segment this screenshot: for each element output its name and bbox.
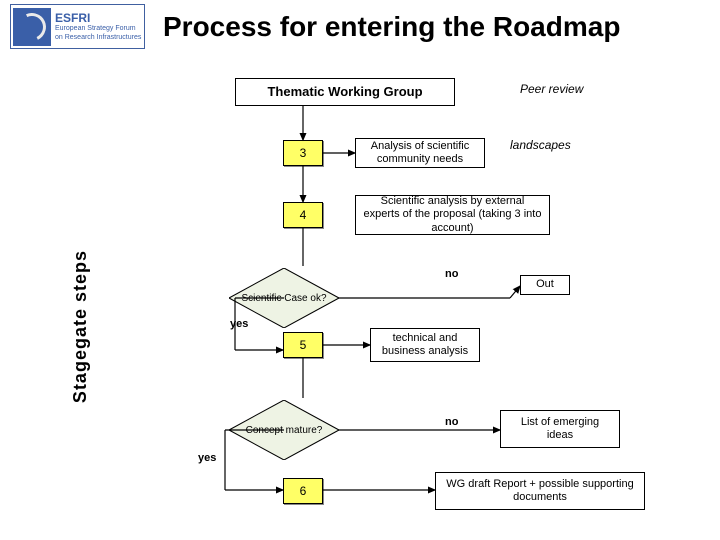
box-wg-report: WG draft Report + possible supporting do… <box>435 472 645 510</box>
logo-icon <box>13 8 51 46</box>
step-6: 6 <box>283 478 323 504</box>
label-no: no <box>445 416 458 428</box>
step-5: 5 <box>283 332 323 358</box>
diamond-concept-mature-label: Concept mature? <box>229 400 339 460</box>
label-peer-review: Peer review <box>520 82 583 96</box>
label-landscapes: landscapes <box>510 138 571 152</box>
label-no: no <box>445 268 458 280</box>
box-scientific-analysis: Scientific analysis by external experts … <box>355 195 550 235</box>
step-3: 3 <box>283 140 323 166</box>
logo-acronym: ESFRI <box>55 12 141 24</box>
box-analysis-needs: Analysis of scientific community needs <box>355 138 485 168</box>
box-out: Out <box>520 275 570 295</box>
sidebar-label: Stagegate steps <box>70 250 91 403</box>
logo-line3: on Research Infrastructures <box>55 33 141 42</box>
label-yes: yes <box>230 318 248 330</box>
flowchart-canvas: Stagegate steps Thematic Working Group P… <box>0 70 720 540</box>
box-technical-business: technical and business analysis <box>370 328 480 362</box>
box-thematic-working-group: Thematic Working Group <box>235 78 455 106</box>
label-yes: yes <box>198 452 216 464</box>
esfri-logo: ESFRI European Strategy Forum on Researc… <box>10 4 145 49</box>
logo-line2: European Strategy Forum <box>55 24 141 33</box>
diamond-concept-mature: Concept mature? <box>229 400 339 460</box>
box-emerging-ideas: List of emerging ideas <box>500 410 620 448</box>
page-title: Process for entering the Roadmap <box>163 11 620 43</box>
step-4: 4 <box>283 202 323 228</box>
